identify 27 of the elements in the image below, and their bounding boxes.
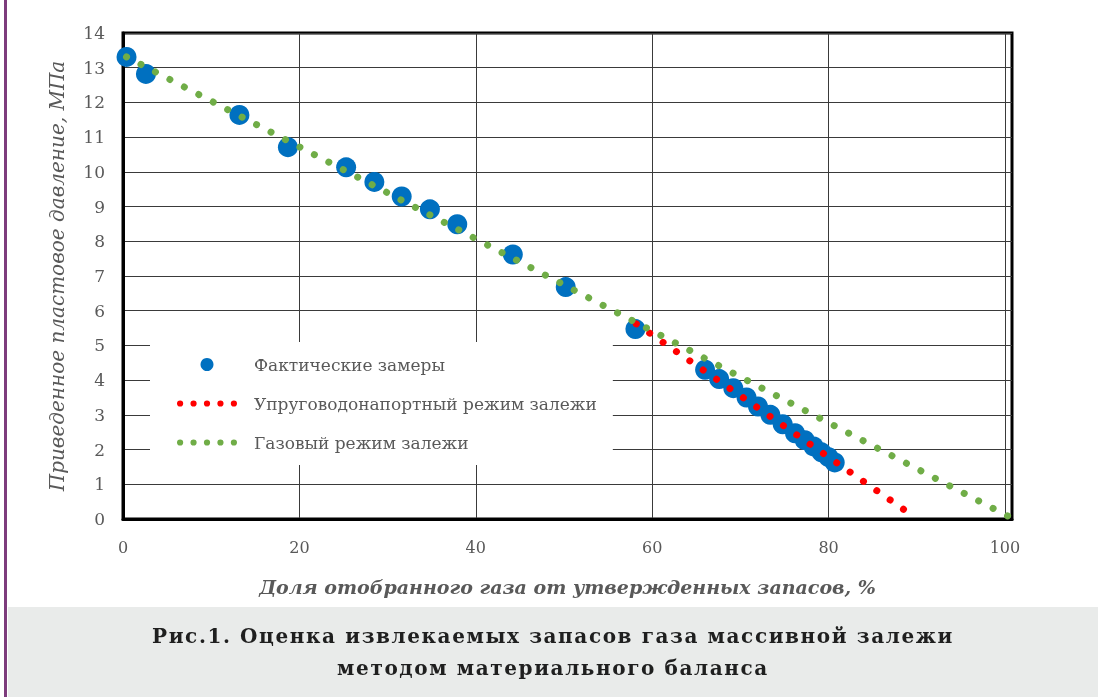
x-tick-label: 100 bbox=[989, 537, 1021, 557]
y-tick-label: 2 bbox=[94, 439, 105, 460]
y-tick-label: 7 bbox=[94, 266, 105, 286]
y-tick-label: 4 bbox=[94, 370, 105, 391]
legend-label: Фактические замеры bbox=[254, 354, 445, 375]
y-tick-label: 3 bbox=[94, 404, 105, 425]
x-tick-label: 40 bbox=[465, 537, 486, 557]
y-tick-label: 11 bbox=[83, 127, 105, 148]
y-tick-label: 1 bbox=[94, 474, 105, 495]
text: Рис.1. Оценка извлекаемых запасов газа массивной залежи методом материального баланса bbox=[151, 623, 955, 682]
legend-label: Упруговодонапортный режим залежи bbox=[254, 393, 597, 414]
y-tick-label: 5 bbox=[94, 335, 105, 356]
y-tick-label: 13 bbox=[83, 57, 105, 78]
x-tick-label: 20 bbox=[289, 537, 310, 557]
y-tick-label: 9 bbox=[94, 196, 105, 217]
legend-label: Газовый режим залежи bbox=[254, 432, 469, 453]
x-axis-title: Доля отобранного газа от утвержденных запасов, % bbox=[258, 575, 876, 598]
y-axis-title: Приведенное пластовое давление, МПа bbox=[45, 60, 69, 493]
y-tick-label: 12 bbox=[83, 92, 105, 113]
y-tick-label: 0 bbox=[94, 509, 105, 529]
y-tick-label: 10 bbox=[83, 161, 105, 182]
x-tick-label: 80 bbox=[818, 537, 839, 557]
x-tick-label: 0 bbox=[117, 537, 129, 557]
y-tick-label: 14 bbox=[83, 23, 105, 43]
x-tick-label: 60 bbox=[641, 537, 663, 557]
y-tick-label: 8 bbox=[94, 231, 105, 252]
y-tick-label: 6 bbox=[94, 300, 105, 321]
